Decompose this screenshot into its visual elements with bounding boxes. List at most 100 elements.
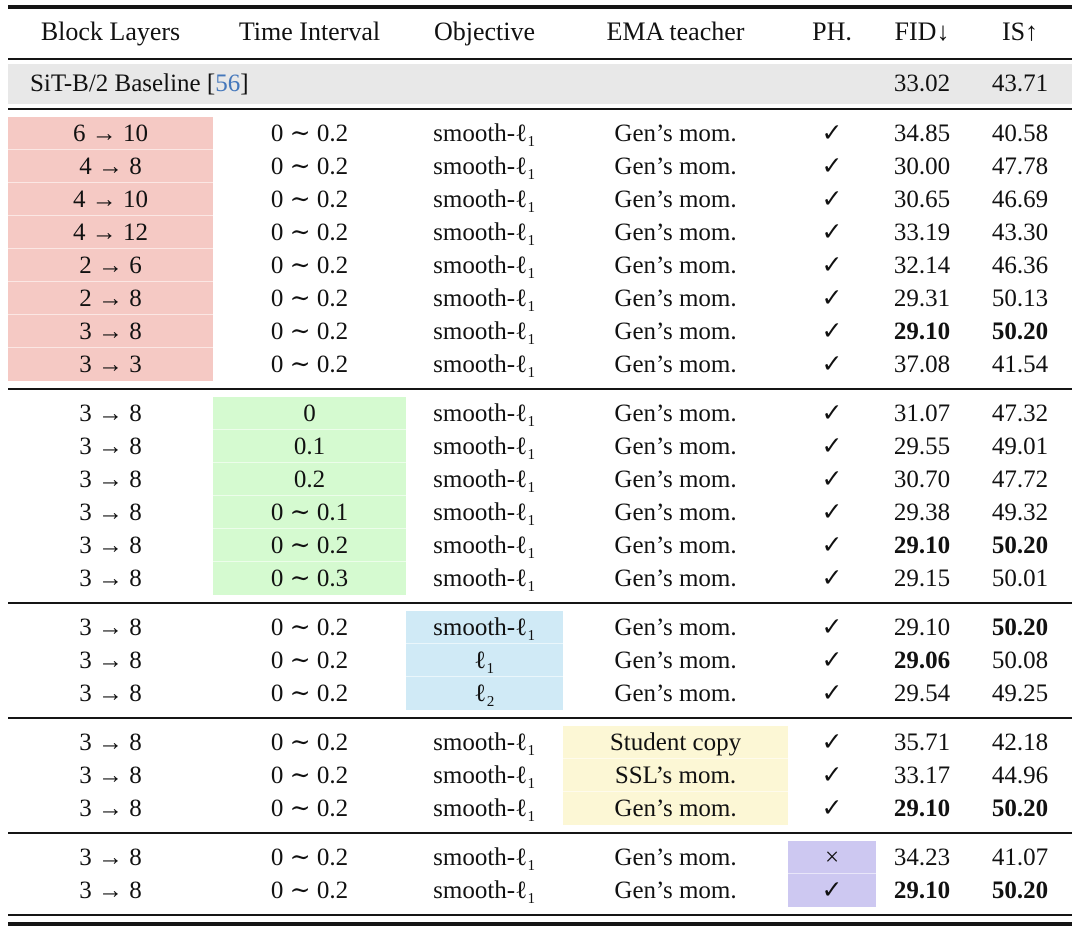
cell-time-interval: 0 ∼ 0.2 (270, 186, 349, 213)
table-row: 3 → 8 0 ∼ 0.2 ℓ₂ Gen’s mom. ✓ 29.54 49.25 (8, 677, 1072, 710)
cell-is: 50.20 (991, 795, 1049, 822)
cell-ph: ✓ (821, 400, 843, 427)
cell-objective: ℓ₂ (406, 677, 563, 710)
cell-ph: ✓ (821, 285, 843, 312)
cell-block-layers: 4 → 8 (8, 150, 213, 183)
cell-block-layers: 3 → 8 (79, 729, 142, 756)
spacer-row (8, 718, 1072, 726)
cell-time-interval: 0 ∼ 0.2 (270, 877, 349, 904)
cell-is: 50.20 (991, 318, 1049, 345)
table-row: 2 → 6 0 ∼ 0.2 smooth-ℓ₁ Gen’s mom. ✓ 32.14 46.… (8, 249, 1072, 282)
cell-ema: Gen’s mom. (614, 219, 737, 246)
cell-ema: Student copy (563, 726, 788, 759)
cell-is: 42.18 (991, 729, 1049, 756)
spacer-row (8, 907, 1072, 915)
table-row: 3 → 8 0 ∼ 0.2 smooth-ℓ₁ Gen’s mom. ✓ 29.10 50.… (8, 315, 1072, 348)
cell-objective: smooth-ℓ₁ (433, 219, 536, 246)
cell-is: 47.72 (991, 466, 1049, 493)
cell-block-layers: 3 → 8 (79, 762, 142, 789)
cell-fid: 35.71 (893, 729, 951, 756)
cell-block-layers: 3 → 8 (79, 614, 142, 641)
cell-ema: Gen’s mom. (614, 614, 737, 641)
table-row: 3 → 8 0 ∼ 0.2 smooth-ℓ₁ Gen’s mom. × 34.23 41.… (8, 841, 1072, 874)
cell-fid: 31.07 (893, 400, 951, 427)
cell-fid: 34.23 (893, 844, 951, 871)
cell-time-interval: 0 ∼ 0.2 (270, 318, 349, 345)
table-row: 2 → 8 0 ∼ 0.2 smooth-ℓ₁ Gen’s mom. ✓ 29.31 50.… (8, 282, 1072, 315)
cell-objective: smooth-ℓ₁ (406, 611, 563, 644)
header-row: Block Layers Time Interval Objective EMA… (8, 7, 1072, 59)
cell-time-interval: 0 ∼ 0.2 (270, 614, 349, 641)
cell-time-interval: 0 ∼ 0.2 (270, 680, 349, 707)
citation-link[interactable]: 56 (215, 70, 241, 97)
table-row: 3 → 8 0 ∼ 0.1 smooth-ℓ₁ Gen’s mom. ✓ 29.38 49.… (8, 496, 1072, 529)
cell-block-layers: 3 → 8 (79, 433, 142, 460)
cell-fid: 33.19 (893, 219, 951, 246)
cell-ph: ✓ (821, 120, 843, 147)
cell-fid: 30.65 (893, 186, 951, 213)
cell-is: 50.01 (991, 565, 1049, 592)
cell-fid: 30.70 (893, 466, 951, 493)
cell-ph: ✓ (821, 433, 843, 460)
cell-is: 41.54 (991, 351, 1049, 378)
cell-ph: ✓ (821, 153, 843, 180)
table-row: 3 → 8 0 smooth-ℓ₁ Gen’s mom. ✓ 31.07 47.32 (8, 397, 1072, 430)
spacer-cell (8, 381, 1072, 389)
cell-ph: ✓ (821, 186, 843, 213)
cell-ph: ✓ (821, 647, 843, 674)
cell-block-layers: 3 → 3 (8, 348, 213, 381)
cell-is: 50.20 (991, 532, 1049, 559)
cell-ema: Gen’s mom. (614, 351, 737, 378)
spacer-cell (8, 109, 1072, 117)
spacer-row (8, 825, 1072, 833)
cell-objective: smooth-ℓ₁ (433, 844, 536, 871)
cell-block-layers: 3 → 8 (79, 532, 142, 559)
cell-fid: 30.00 (893, 153, 951, 180)
table-row: 4 → 8 0 ∼ 0.2 smooth-ℓ₁ Gen’s mom. ✓ 30.00 47.… (8, 150, 1072, 183)
cell-block-layers: 3 → 8 (79, 466, 142, 493)
col-header-is: IS↑ (1001, 17, 1039, 46)
cell-objective: smooth-ℓ₁ (433, 252, 536, 279)
baseline-label: SiT-B/2 Baseline (30, 70, 201, 97)
cell-objective: smooth-ℓ₁ (433, 532, 536, 559)
cell-ph: ✓ (788, 874, 876, 907)
cell-ph: ✓ (821, 532, 843, 559)
cell-time-interval: 0 ∼ 0.2 (213, 529, 406, 562)
table-row: 3 → 8 0 ∼ 0.2 ℓ₁ Gen’s mom. ✓ 29.06 50.08 (8, 644, 1072, 677)
cell-block-layers: 3 → 8 (79, 400, 142, 427)
cell-ph: ✓ (821, 795, 843, 822)
cell-is: 44.96 (991, 762, 1049, 789)
cell-objective: smooth-ℓ₁ (433, 120, 536, 147)
cell-block-layers: 3 → 8 (79, 499, 142, 526)
cell-block-layers: 2 → 8 (8, 282, 213, 315)
baseline-row-group: SiT-B/2 Baseline [56] 33.02 43.71 (8, 59, 1072, 109)
cell-ema: Gen’s mom. (614, 285, 737, 312)
spacer-cell (8, 833, 1072, 841)
cell-ph: ✓ (821, 565, 843, 592)
cell-ema: Gen’s mom. (614, 153, 737, 180)
cell-time-interval: 0 ∼ 0.3 (213, 562, 406, 595)
cell-fid: 29.06 (893, 647, 951, 674)
cell-ph: ✓ (821, 252, 843, 279)
cell-is: 50.20 (991, 877, 1049, 904)
col-header-objective: Objective (433, 17, 536, 46)
cell-block-layers: 2 → 6 (8, 249, 213, 282)
cell-is: 49.25 (991, 680, 1049, 707)
cell-fid: 37.08 (893, 351, 951, 378)
col-header-ema-teacher: EMA teacher (606, 17, 745, 46)
spacer-row (8, 710, 1072, 718)
cell-objective: ℓ₁ (406, 644, 563, 677)
cell-fid: 29.31 (893, 285, 951, 312)
cell-is: 46.36 (991, 252, 1049, 279)
cell-objective: smooth-ℓ₁ (433, 466, 536, 493)
cell-is: 40.58 (991, 120, 1049, 147)
cell-time-interval: 0 ∼ 0.2 (270, 647, 349, 674)
cell-is: 46.69 (991, 186, 1049, 213)
cell-time-interval: 0 ∼ 0.2 (270, 153, 349, 180)
cell-block-layers: 3 → 8 (79, 795, 142, 822)
baseline-fid-value: 33.02 (876, 64, 968, 104)
spacer-row (8, 109, 1072, 117)
cell-fid: 29.10 (893, 877, 951, 904)
cell-ema: SSL’s mom. (563, 759, 788, 792)
section-time-interval-ablation: 3 → 8 0 smooth-ℓ₁ Gen’s mom. ✓ 31.07 47.32 3 → … (8, 389, 1072, 603)
